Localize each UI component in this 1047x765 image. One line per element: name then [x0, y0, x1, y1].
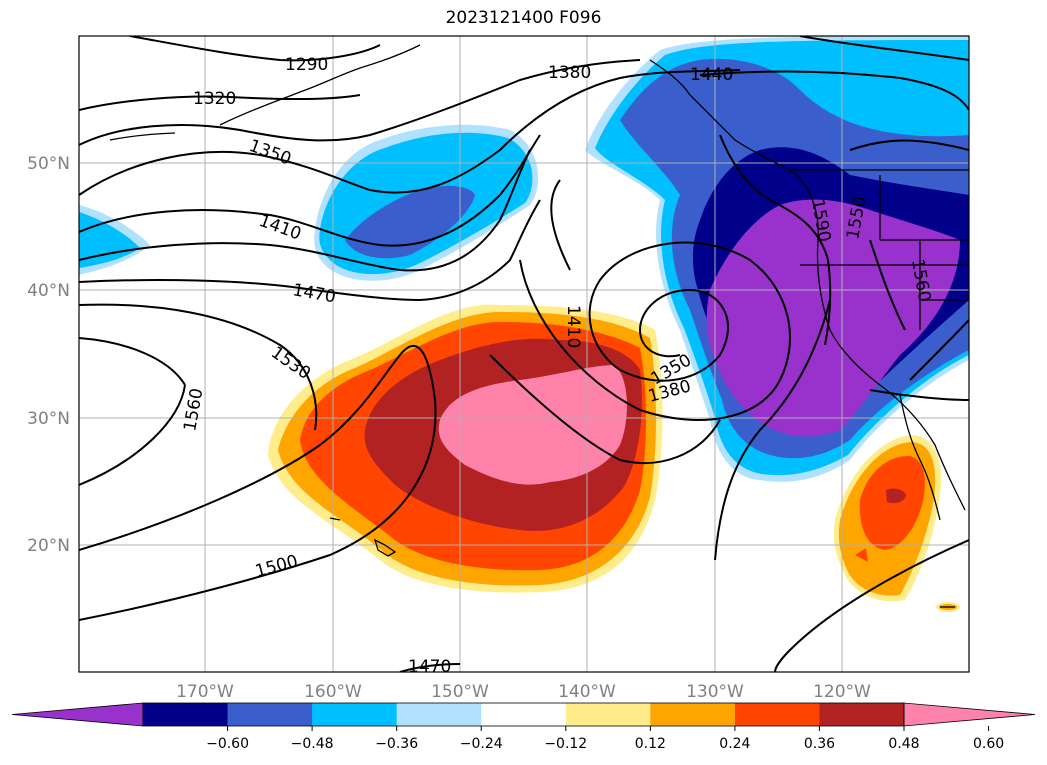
se-warm-darkred	[886, 488, 906, 504]
colorbar-tick-label: −0.36	[375, 736, 418, 752]
colorbar-border	[142, 702, 905, 727]
colorbar-segment	[734, 703, 820, 726]
contour-label: 1320	[193, 89, 236, 109]
contour-label: 1290	[285, 55, 328, 75]
colorbar-segment	[819, 703, 905, 726]
colorbar-tick-label: 0.36	[804, 736, 835, 752]
lat-label: 50°N	[27, 154, 70, 174]
colorbar-min-arrow	[11, 702, 144, 727]
cold-region-blue	[345, 185, 475, 259]
colorbar-tick-label: 0.60	[973, 736, 1004, 752]
lat-label: 40°N	[27, 281, 70, 301]
latitude-labels: 50°N 40°N 30°N 20°N	[27, 154, 70, 556]
colorbar-tick-label: −0.24	[460, 736, 503, 752]
ne-cold-purple	[706, 199, 960, 437]
colorbar-tick-label: −0.60	[206, 736, 249, 752]
contour-label: 1410	[563, 305, 583, 348]
contour-label: 1380	[548, 63, 591, 83]
colorbar-tick-label: 0.12	[635, 736, 666, 752]
height-contours	[79, 36, 969, 672]
contour-label: 1470	[408, 657, 451, 677]
colorbar-tick-label: 0.24	[719, 736, 750, 752]
colorbar-segment	[481, 703, 567, 726]
colorbar-max-arrow	[903, 702, 1036, 727]
se-warm-red-dot	[855, 548, 868, 562]
contour-label: 1440	[690, 65, 733, 85]
lon-label: 130°W	[686, 682, 744, 702]
warm-region-pink	[438, 365, 627, 485]
lon-label: 170°W	[176, 682, 234, 702]
colorbar-segment	[396, 703, 482, 726]
colorbar-segment	[565, 703, 651, 726]
colorbar: −0.60 −0.48 −0.36 −0.24 −0.12 0.12 0.24 0.36 0.4…	[11, 702, 1036, 752]
colorbar-tick-label: −0.12	[544, 736, 587, 752]
lon-label: 140°W	[558, 682, 616, 702]
map-area	[79, 36, 969, 672]
lon-label: 120°W	[813, 682, 871, 702]
colorbar-tick-label: −0.48	[291, 736, 334, 752]
lat-label: 20°N	[27, 536, 70, 556]
colorbar-segment	[227, 703, 313, 726]
lat-label: 30°N	[27, 409, 70, 429]
map-title: 2023121400 F096	[445, 8, 602, 28]
coastlines	[109, 44, 969, 608]
colorbar-segment	[143, 703, 229, 726]
longitude-labels: 170°W 160°W 150°W 140°W 130°W 120°W	[176, 682, 871, 702]
colorbar-segment	[650, 703, 736, 726]
colorbar-tick-label: 0.48	[888, 736, 919, 752]
lon-label: 160°W	[304, 682, 362, 702]
map-frame	[78, 35, 970, 673]
lon-label: 150°W	[431, 682, 489, 702]
colorbar-segment	[312, 703, 398, 726]
contour-labels: 1290 1320 1350 1380 1410 1440 1470 1500 …	[180, 55, 934, 677]
